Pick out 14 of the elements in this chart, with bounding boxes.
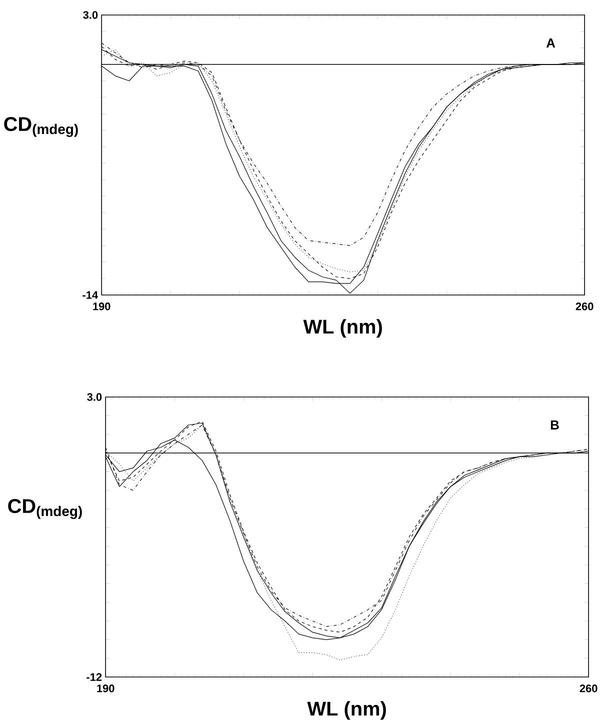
y-axis-title: CD$_{(mdeg)}$ xyxy=(8,499,82,519)
x-tick-label: 190 xyxy=(93,302,110,310)
y-tick-label: 3.0 xyxy=(87,393,102,401)
y-tick-label: -14 xyxy=(82,291,98,299)
y-tick-label: -12 xyxy=(86,673,102,681)
annotation: B xyxy=(550,420,559,430)
x-tick-label: 190 xyxy=(97,684,114,692)
x-tick-label: 260 xyxy=(576,302,594,310)
annotation: A xyxy=(546,38,556,48)
x-tick-label: 260 xyxy=(580,684,598,692)
x-axis-title: WL (nm) xyxy=(307,701,386,720)
y-tick-label: 3.0 xyxy=(83,11,98,19)
y-axis-title: CD$_{(mdeg)}$ xyxy=(4,117,78,137)
x-axis-title: WL (nm) xyxy=(303,319,382,338)
